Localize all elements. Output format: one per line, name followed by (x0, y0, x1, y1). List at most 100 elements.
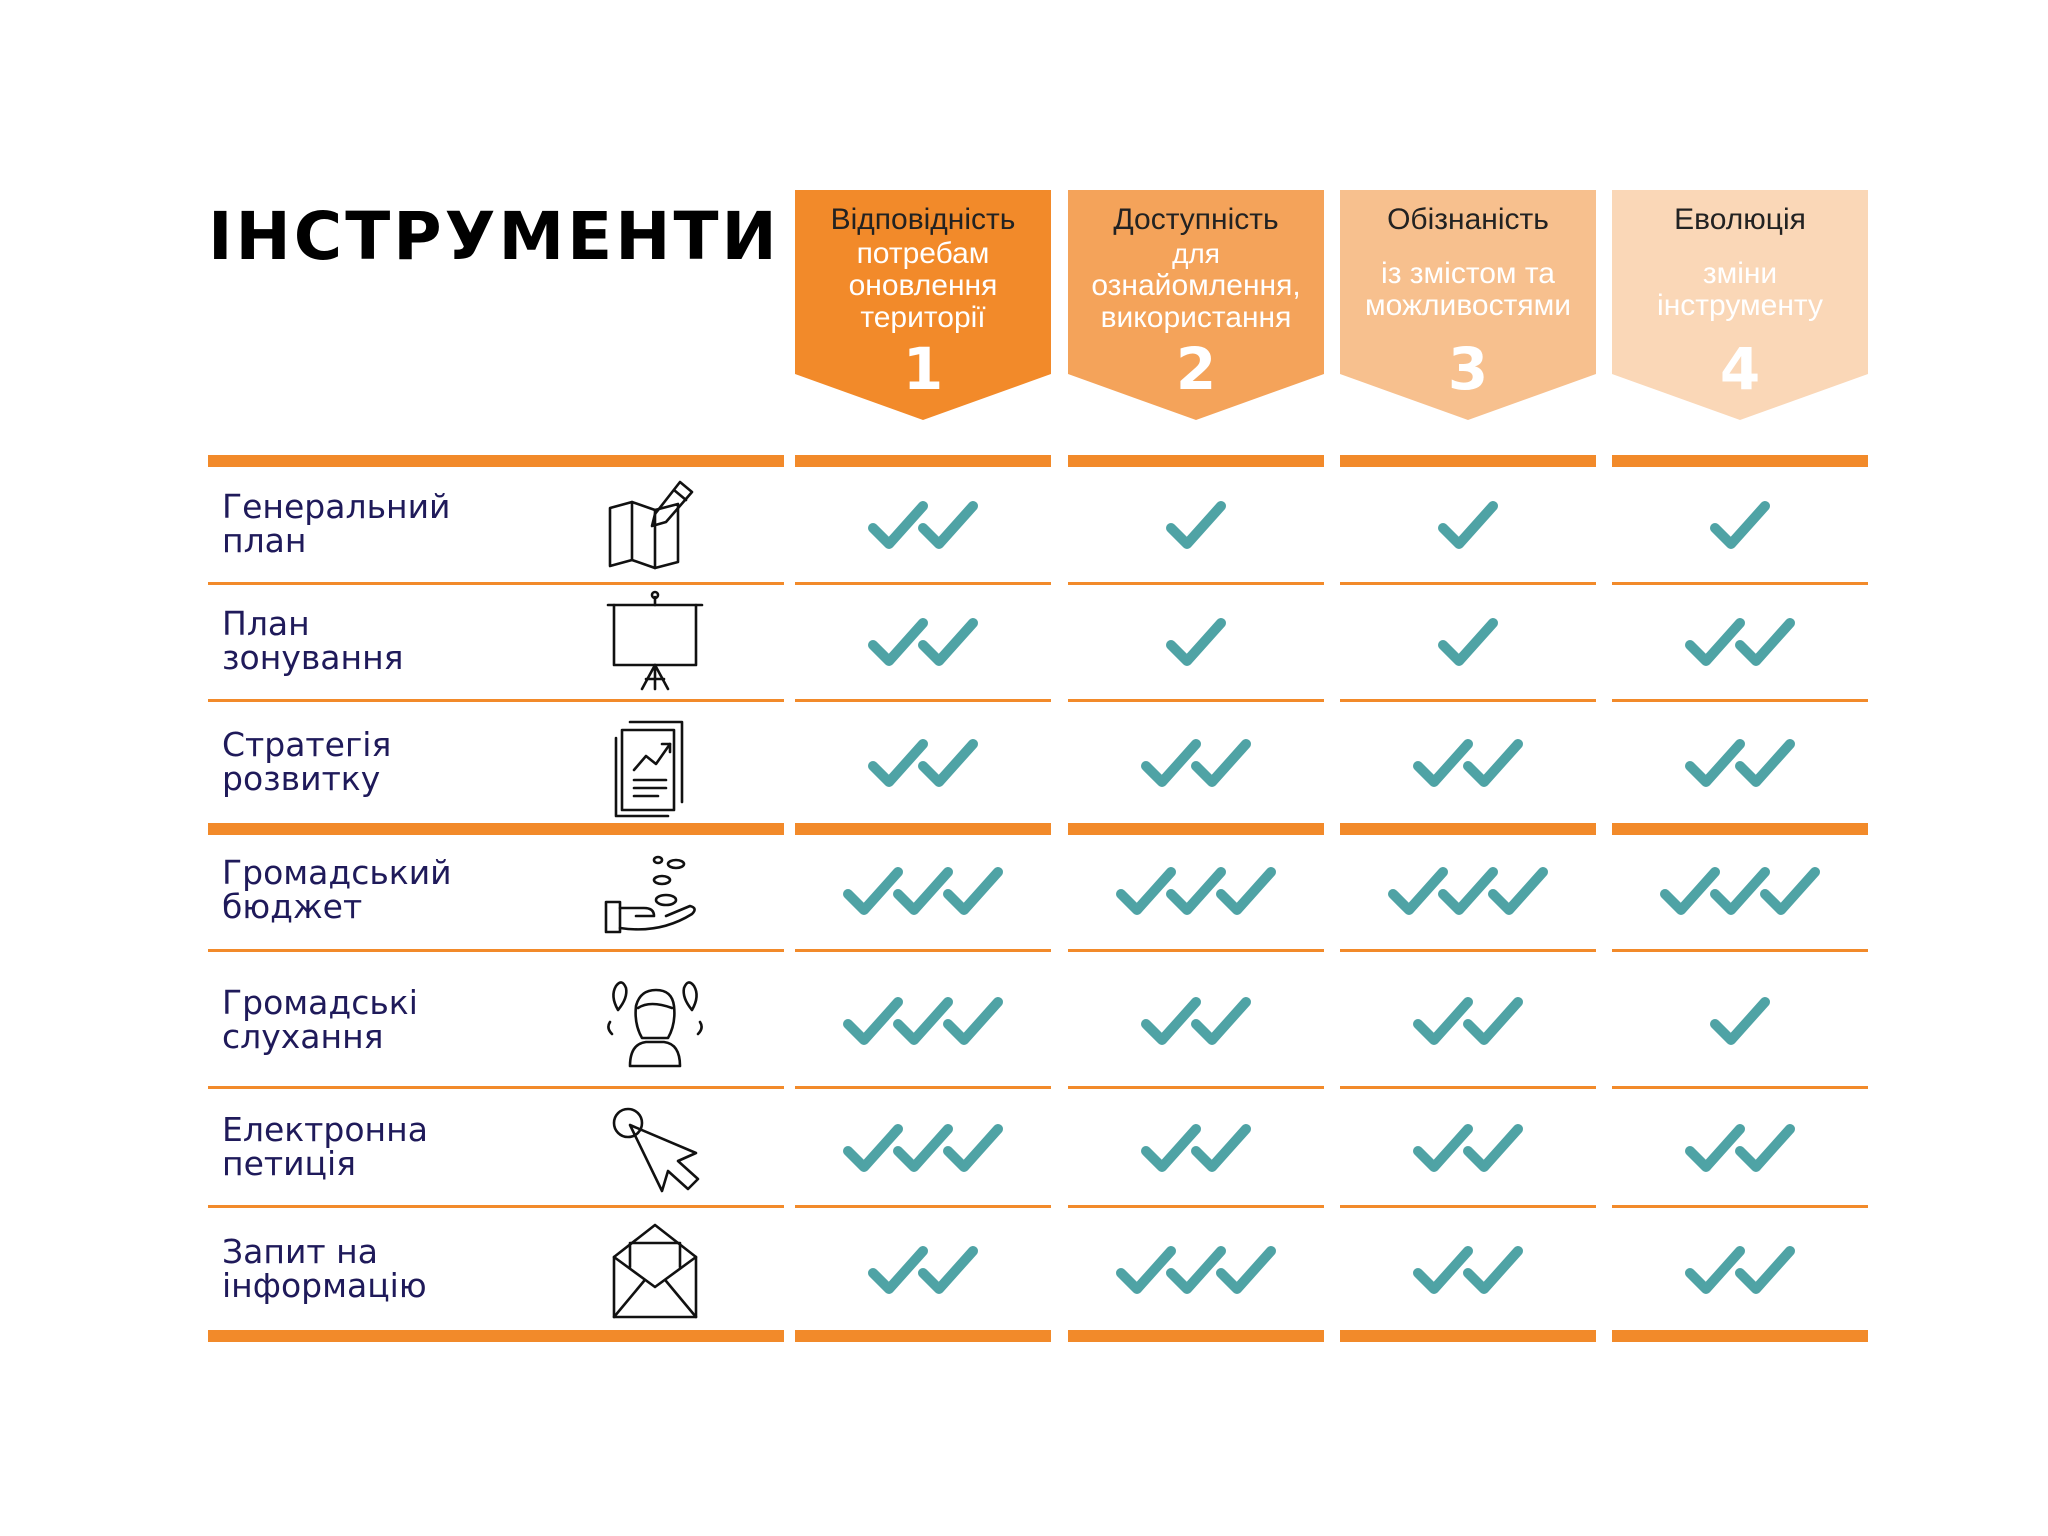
hand-coins-icon (600, 836, 710, 946)
row-label-line: план (222, 521, 307, 560)
rating-cell (1068, 608, 1324, 678)
check-icon (1166, 618, 1226, 666)
presentation-board-icon-graphic (606, 590, 704, 691)
row-divider (1340, 1086, 1596, 1089)
check-icon (1463, 739, 1523, 787)
check-icon (893, 1124, 953, 1172)
check-icon (868, 739, 928, 787)
check-icon (843, 867, 903, 915)
row-label: Громадські слухання (222, 986, 582, 1054)
row-label-line: петиція (222, 1144, 357, 1183)
row-divider (1068, 1205, 1324, 1208)
rating-cell (795, 1114, 1051, 1184)
column-banner (795, 190, 1051, 420)
thick-divider (1340, 823, 1596, 835)
rating-cell (1340, 1114, 1596, 1184)
check-icon (1660, 867, 1720, 915)
thick-divider (208, 823, 784, 835)
check-icon (1710, 997, 1770, 1045)
column-title: Доступність (1113, 203, 1279, 236)
check-icon (893, 867, 953, 915)
check-icon (1735, 1246, 1795, 1294)
row-divider (1068, 949, 1324, 952)
map-pencil-icon (600, 470, 710, 580)
thick-divider (1340, 455, 1596, 467)
column-subtitle: можливостями (1365, 289, 1571, 322)
check-icon (1166, 867, 1226, 915)
column-subtitle: ознайомлення, (1091, 269, 1301, 302)
presentation-board-icon (600, 587, 710, 697)
check-icon (1685, 1124, 1745, 1172)
check-icon (943, 867, 1003, 915)
row-label-line: Громадські (222, 983, 418, 1022)
cursor-click-icon (600, 1093, 710, 1203)
row-divider (1068, 699, 1324, 702)
page-title: ІНСТРУМЕНТИ (208, 198, 780, 275)
thick-divider (795, 455, 1051, 467)
check-icon (1191, 739, 1251, 787)
row-divider (1612, 1205, 1868, 1208)
check-icon (1413, 1246, 1473, 1294)
check-icon (1735, 739, 1795, 787)
check-icon (868, 618, 928, 666)
column-header-4: Еволюція зміни інструменту 4 (1612, 190, 1868, 420)
check-icon (1735, 1124, 1795, 1172)
thick-divider (1612, 455, 1868, 467)
check-icon (868, 1246, 928, 1294)
check-icon (1141, 997, 1201, 1045)
check-icon (1413, 1124, 1473, 1172)
row-label-line: План (222, 604, 310, 643)
row-label: Стратегія розвитку (222, 728, 582, 796)
row-divider (1068, 1086, 1324, 1089)
row-divider (208, 949, 784, 952)
column-header-2: Доступність для ознайомлення, використання 2 (1068, 190, 1324, 420)
row-divider (795, 699, 1051, 702)
rating-cell (1340, 491, 1596, 561)
column-header-3: Обізнаність із змістом та можливостями 3 (1340, 190, 1596, 420)
column-subtitle: інструменту (1657, 289, 1823, 322)
row-label-line: слухання (222, 1017, 384, 1056)
check-icon (1735, 618, 1795, 666)
column-header-1: Відповідність потребам оновлення території 1 (795, 190, 1051, 420)
check-icon (843, 997, 903, 1045)
row-label: Запит на інформацію (222, 1235, 582, 1303)
row-label: Генеральний план (222, 490, 582, 558)
check-icon (1710, 501, 1770, 549)
column-title: Обізнаність (1387, 203, 1549, 236)
row-divider (208, 699, 784, 702)
thick-divider (1068, 1330, 1324, 1342)
rating-cell (795, 987, 1051, 1057)
thick-divider (795, 1330, 1051, 1342)
column-title: Еволюція (1674, 203, 1806, 236)
thick-divider (1068, 823, 1324, 835)
thick-divider (795, 823, 1051, 835)
rating-cell (1612, 729, 1868, 799)
row-divider (795, 1205, 1051, 1208)
row-label-line: Стратегія (222, 725, 392, 764)
row-divider (795, 582, 1051, 585)
row-divider (1612, 699, 1868, 702)
rating-cell (795, 491, 1051, 561)
check-icon (1191, 997, 1251, 1045)
check-icon (1488, 867, 1548, 915)
rating-cell (1340, 857, 1596, 927)
row-divider (1612, 582, 1868, 585)
check-icon (1166, 501, 1226, 549)
thick-divider (208, 455, 784, 467)
row-divider (208, 582, 784, 585)
check-icon (1685, 739, 1745, 787)
column-subtitle: із змістом та (1381, 257, 1555, 290)
rating-cell (1068, 857, 1324, 927)
row-label: Громадський бюджет (222, 856, 582, 924)
check-icon (1438, 618, 1498, 666)
check-icon (893, 997, 953, 1045)
check-icon (1463, 1246, 1523, 1294)
check-icon (1216, 867, 1276, 915)
rating-cell (795, 1236, 1051, 1306)
rating-cell (1068, 1236, 1324, 1306)
row-divider (1340, 949, 1596, 952)
check-icon (1116, 867, 1176, 915)
rating-cell (1340, 1236, 1596, 1306)
check-icon (918, 1246, 978, 1294)
thick-divider (1340, 1330, 1596, 1342)
